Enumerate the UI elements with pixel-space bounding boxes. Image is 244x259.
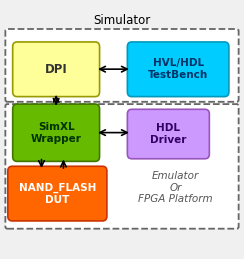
FancyBboxPatch shape xyxy=(13,42,100,97)
FancyBboxPatch shape xyxy=(5,104,239,229)
FancyBboxPatch shape xyxy=(8,166,107,221)
Text: Emulator
Or
FPGA Platform: Emulator Or FPGA Platform xyxy=(138,171,213,204)
FancyBboxPatch shape xyxy=(127,109,209,159)
Text: DPI: DPI xyxy=(45,63,68,76)
FancyBboxPatch shape xyxy=(5,29,239,102)
Text: HVL/HDL
TestBench: HVL/HDL TestBench xyxy=(148,59,208,80)
FancyBboxPatch shape xyxy=(13,104,100,161)
Text: Simulator: Simulator xyxy=(93,14,151,27)
FancyBboxPatch shape xyxy=(127,42,229,97)
Text: SimXL
Wrapper: SimXL Wrapper xyxy=(31,122,81,143)
Text: HDL
Driver: HDL Driver xyxy=(150,123,187,145)
Text: NAND_FLASH
DUT: NAND_FLASH DUT xyxy=(19,183,96,205)
